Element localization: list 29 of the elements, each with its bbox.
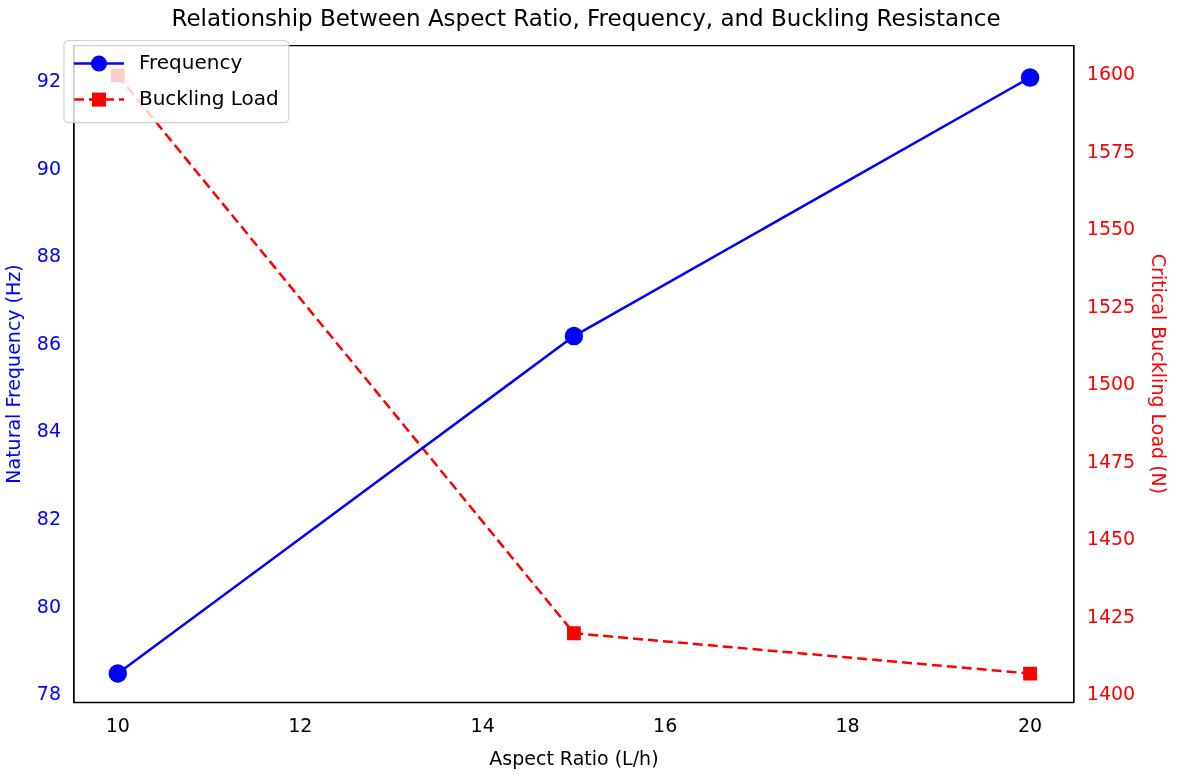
y2-tick-label: 1600 bbox=[1086, 62, 1136, 85]
y2-tick-label: 1550 bbox=[1086, 217, 1136, 240]
y2-tick-label: 1575 bbox=[1086, 139, 1136, 162]
y2-tick-label: 1425 bbox=[1086, 604, 1136, 627]
y2-tick-label: 1475 bbox=[1086, 449, 1136, 472]
y-tick-label: 82 bbox=[36, 507, 61, 530]
x-tick-label: 14 bbox=[470, 713, 495, 736]
y-tick-label: 88 bbox=[36, 244, 61, 267]
y-tick-label: 92 bbox=[36, 68, 61, 91]
y2-tick-label: 1525 bbox=[1086, 294, 1136, 317]
legend-label: Buckling Load bbox=[138, 85, 279, 110]
y-tick-label: 84 bbox=[36, 419, 61, 442]
y-tick-label: 80 bbox=[36, 594, 61, 617]
x-tick-label: 16 bbox=[653, 713, 678, 736]
legend-label: Frequency bbox=[138, 49, 243, 74]
y-axis-title: Natural Frequency (Hz) bbox=[2, 264, 25, 484]
y2-tick-label: 1450 bbox=[1086, 527, 1136, 550]
y2-tick-label: 1500 bbox=[1086, 372, 1136, 395]
y-tick-label: 78 bbox=[36, 682, 61, 705]
x-tick-label: 20 bbox=[1017, 713, 1043, 736]
y2-tick-label: 1400 bbox=[1086, 682, 1136, 705]
x-tick-label: 12 bbox=[288, 713, 313, 736]
x-tick-label: 18 bbox=[835, 713, 860, 736]
x-axis-title: Aspect Ratio (L/h) bbox=[489, 746, 659, 769]
y2-axis-title: Critical Buckling Load (N) bbox=[1147, 253, 1170, 495]
y-tick-label: 90 bbox=[36, 156, 61, 179]
chart-title: Relationship Between Aspect Ratio, Frequency, and Buckling Resistance bbox=[171, 4, 1001, 31]
x-tick-label: 10 bbox=[105, 713, 130, 736]
y-tick-label: 86 bbox=[36, 331, 61, 354]
